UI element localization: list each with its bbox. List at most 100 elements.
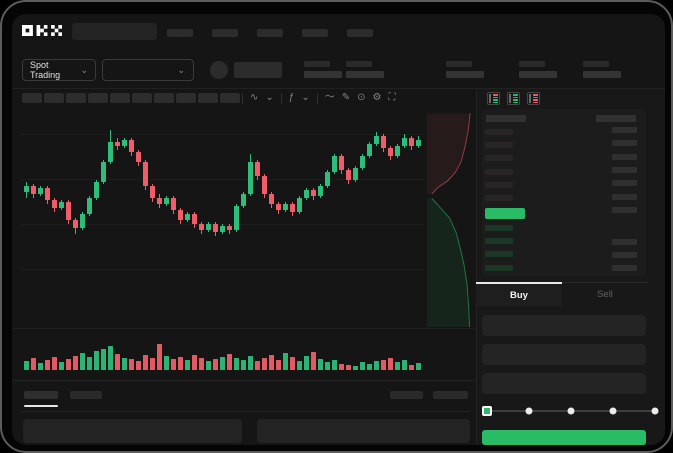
orderbook-bids-icon[interactable]: [507, 92, 520, 105]
chevron-down-icon[interactable]: ⌄: [301, 92, 310, 103]
orderbook-amount-row[interactable]: [612, 140, 637, 147]
candle-body: [199, 224, 204, 230]
bottom-tab-active[interactable]: [24, 391, 58, 399]
orderbook-bid-row[interactable]: [485, 251, 513, 258]
orderbook-ask-row[interactable]: [485, 195, 513, 201]
orderbook-amount-row[interactable]: [612, 193, 637, 200]
bottom-tab-indicator: [24, 405, 58, 407]
nav-item-placeholder[interactable]: [347, 29, 373, 37]
order-form-field[interactable]: [482, 344, 646, 365]
settings-icon[interactable]: ⚙: [372, 92, 382, 103]
orderbook-amount-row[interactable]: [612, 153, 637, 160]
orderbook-amount-header-placeholder: [596, 115, 636, 122]
orderbook-amount-row[interactable]: [612, 252, 637, 259]
volume-bar: [332, 360, 337, 370]
volume-bar: [388, 358, 393, 370]
market-type-selector[interactable]: Spot Trading ⌄: [22, 59, 96, 81]
slider-stop[interactable]: [525, 407, 533, 415]
bottom-action-button[interactable]: [390, 391, 423, 399]
stat-placeholder: [346, 61, 384, 78]
volume-bar: [108, 346, 113, 370]
chevron-down-icon[interactable]: ⌄: [265, 92, 274, 103]
orderbook-bid-row[interactable]: [485, 264, 513, 271]
volume-bar: [157, 344, 162, 370]
market-type-label: Spot Trading: [30, 60, 61, 80]
separator: [242, 92, 243, 104]
bottom-action-button[interactable]: [433, 391, 468, 399]
search-input[interactable]: [72, 23, 157, 40]
fullscreen-icon[interactable]: ⛶: [388, 92, 396, 103]
timeframe-button-placeholder[interactable]: [154, 93, 174, 103]
buy-submit-button[interactable]: [482, 430, 646, 445]
orderbook-split-icon[interactable]: [487, 92, 500, 105]
depth-overlay: [427, 109, 476, 327]
volume-bar: [66, 359, 71, 370]
orderbook-ask-row[interactable]: [485, 181, 513, 188]
candle-body: [276, 204, 281, 210]
orderbook-ask-row[interactable]: [485, 142, 513, 149]
candle-body: [262, 176, 267, 194]
orderbook-ask-row[interactable]: [485, 129, 513, 135]
order-form-field[interactable]: [482, 315, 646, 336]
amount-slider[interactable]: [482, 404, 659, 418]
pair-selector[interactable]: ⌄: [102, 59, 194, 81]
orderbook-ask-row[interactable]: [485, 168, 513, 175]
okx-logo[interactable]: [22, 24, 62, 37]
candlestick-chart[interactable]: [12, 14, 476, 380]
slider-stop[interactable]: [609, 407, 617, 415]
timeframe-button-placeholder[interactable]: [44, 93, 64, 103]
orderbook-amount-row[interactable]: [612, 180, 637, 187]
screenshot-icon[interactable]: ⊙: [357, 92, 366, 103]
nav-item-placeholder[interactable]: [302, 29, 328, 37]
bottom-tab[interactable]: [70, 391, 102, 399]
slider-stop[interactable]: [567, 407, 575, 415]
volume-bar: [227, 354, 232, 370]
nav-item-placeholder[interactable]: [257, 29, 283, 37]
orderbook-bid-row[interactable]: [485, 238, 513, 245]
orderbook-price-header-placeholder: [486, 115, 526, 122]
slider-stop[interactable]: [651, 407, 659, 415]
timeframe-toolbar: [22, 93, 240, 103]
tab-buy[interactable]: Buy: [476, 282, 562, 306]
timeframe-button-placeholder[interactable]: [110, 93, 130, 103]
timeframe-button-placeholder[interactable]: [132, 93, 152, 103]
orderbook-amount-row[interactable]: [612, 239, 637, 245]
indicators-icon[interactable]: ƒ: [288, 92, 295, 103]
orderbook-amount-row[interactable]: [612, 206, 637, 213]
orderbook-amount-row[interactable]: [612, 265, 637, 272]
chevron-down-icon: ⌄: [80, 64, 88, 75]
orderbook-amount-row[interactable]: [612, 127, 637, 133]
orderbook-asks-icon[interactable]: [527, 92, 540, 105]
timeframe-button-placeholder[interactable]: [176, 93, 196, 103]
timeframe-button-placeholder[interactable]: [66, 93, 86, 103]
line-tool-icon[interactable]: 〜: [324, 92, 335, 103]
tab-sell[interactable]: Sell: [597, 289, 613, 300]
order-form-field[interactable]: [482, 373, 646, 394]
orderbook-amount-row[interactable]: [612, 166, 637, 173]
separator: [280, 92, 282, 104]
volume-bar: [339, 364, 344, 370]
timeframe-button-placeholder[interactable]: [220, 93, 240, 103]
bottom-panel-divider: [12, 380, 476, 381]
volume-bar: [94, 351, 99, 370]
orderbook-ask-row[interactable]: [485, 155, 513, 162]
candle-type-icon[interactable]: ∿: [250, 92, 259, 103]
candle-body: [290, 204, 295, 212]
draw-tool-icon[interactable]: ✎: [341, 92, 351, 103]
orders-table-placeholder: [23, 419, 242, 443]
nav-item-placeholder[interactable]: [212, 29, 238, 37]
nav-item-placeholder[interactable]: [167, 29, 193, 37]
timeframe-button-placeholder[interactable]: [198, 93, 218, 103]
orderbook-bid-row[interactable]: [485, 225, 513, 231]
bottom-table-divider: [20, 411, 470, 412]
candle-body: [332, 156, 337, 172]
slider-handle[interactable]: [482, 406, 493, 416]
candle-body: [185, 214, 190, 220]
candle-body: [367, 144, 372, 156]
volume-bar: [52, 357, 57, 370]
last-price-badge[interactable]: [485, 208, 525, 219]
timeframe-button-placeholder[interactable]: [22, 93, 42, 103]
stat-value-placeholder: [446, 71, 484, 78]
timeframe-button-placeholder[interactable]: [88, 93, 108, 103]
